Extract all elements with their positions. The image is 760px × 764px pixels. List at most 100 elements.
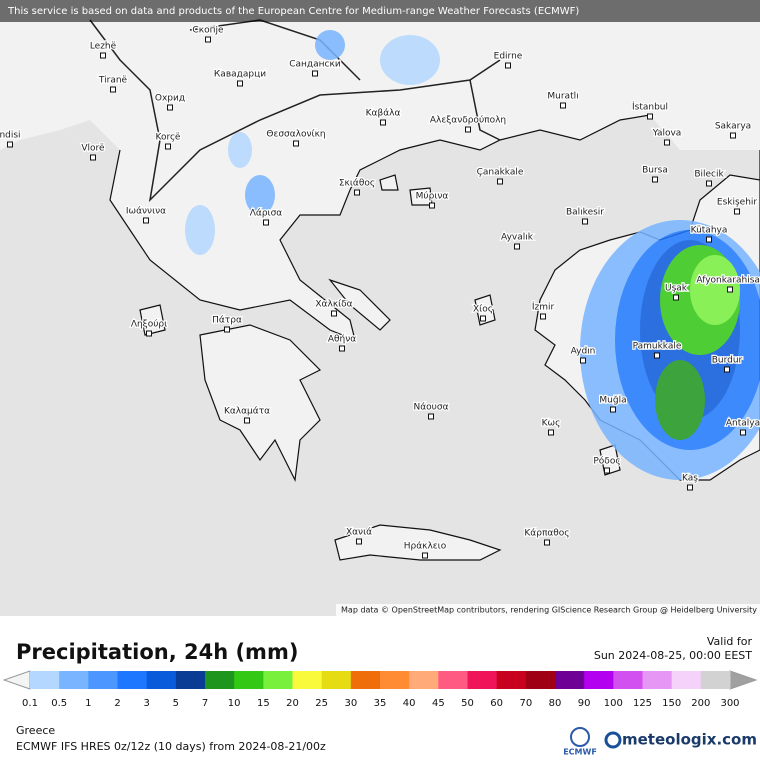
ecmwf-logo-icon (570, 727, 590, 747)
city-marker (331, 310, 337, 317)
city-marker (727, 286, 733, 293)
color-box (438, 671, 468, 689)
colorbar-label: 70 (519, 698, 532, 709)
city-label: Tiranë (98, 76, 128, 86)
color-box (59, 671, 89, 689)
city-marker (540, 313, 546, 320)
city-marker (652, 176, 658, 183)
city-marker (673, 294, 679, 301)
city-marker (263, 219, 269, 226)
city-label: Πάτρα (212, 316, 242, 326)
city-marker (730, 132, 736, 139)
color-box (117, 671, 148, 689)
attribution: Map data © OpenStreetMap contributors, r… (341, 606, 757, 615)
city-marker (165, 143, 171, 150)
colorbar-label: 10 (228, 698, 241, 709)
city-marker (664, 139, 670, 146)
city-marker (293, 140, 299, 147)
land (0, 0, 760, 561)
colorbar-label: 150 (662, 698, 681, 709)
color-box (409, 671, 439, 689)
borders (89, 19, 501, 203)
colorbar-label: 50 (461, 698, 474, 709)
city-marker (604, 467, 610, 474)
city-marker (740, 429, 746, 436)
city-label: Bursa (642, 166, 668, 176)
city-label: Καλαμάτα (224, 407, 270, 417)
color-box (88, 671, 118, 689)
color-box (671, 671, 702, 689)
color-box (30, 671, 60, 689)
region: Greece (16, 724, 55, 737)
color-box (146, 671, 177, 689)
valid-time: Sun 2024-08-25, 00:00 EEST (594, 649, 752, 662)
city-label: Νάουσα (413, 403, 448, 413)
city-label: Muğla (599, 396, 626, 406)
city-label: Sakarya (715, 122, 751, 132)
color-box (380, 671, 410, 689)
city-label: Yalova (652, 129, 682, 139)
city-label: Сандански (289, 60, 341, 70)
city-label: Θεσσαλονίκη (266, 130, 325, 140)
city-marker (339, 345, 345, 352)
city-marker (687, 484, 693, 491)
city-marker (580, 357, 586, 364)
city-label: Uşak (665, 284, 688, 294)
ecmwf-logo: ECMWF (563, 748, 597, 757)
city-label: Ηράκλειο (404, 542, 447, 552)
city-marker (354, 189, 360, 196)
city-marker (706, 180, 712, 187)
city-label: Kaş (682, 474, 698, 484)
city-label: Bilecik (694, 170, 724, 180)
colorbar-label: 1 (85, 698, 91, 709)
city-label: Çanakkale (477, 168, 524, 178)
city-label: Кавадарци (214, 70, 266, 80)
colorbar-label: 125 (633, 698, 652, 709)
city-label: Χίος (473, 305, 493, 315)
city-label: Κως (542, 419, 561, 429)
city-marker (465, 126, 471, 133)
colorbar-label: 0.1 (22, 698, 38, 709)
city-marker (422, 552, 428, 559)
city-label: Охрид (155, 94, 185, 104)
city-label: Κάρπαθος (524, 529, 569, 539)
color-box (292, 671, 323, 689)
city-marker (610, 406, 616, 413)
city-label: Muratlı (547, 92, 578, 102)
city-label: Balıkesir (566, 208, 604, 218)
city-marker (647, 113, 653, 120)
city-marker (654, 352, 660, 359)
colorbar-label: 35 (374, 698, 387, 709)
city-marker (428, 413, 434, 420)
city-marker (110, 86, 116, 93)
city-marker (167, 104, 173, 111)
city-label: Lezhë (90, 42, 117, 52)
colorbar-label: 80 (549, 698, 562, 709)
city-label: Edirne (494, 52, 523, 62)
colorbar-label: 90 (578, 698, 591, 709)
city-marker (706, 236, 712, 243)
color-box (350, 671, 381, 689)
colorbar-label: 0.5 (51, 698, 67, 709)
colorbar-label: 25 (315, 698, 328, 709)
colorbar-label: 60 (490, 698, 503, 709)
color-box (584, 671, 614, 689)
city-marker (724, 366, 730, 373)
legend-title: Precipitation, 24h (mm) (16, 640, 298, 664)
city-label: Kütahya (691, 226, 728, 236)
city-label: Скопје (192, 26, 224, 36)
city-label: İstanbul (632, 102, 668, 113)
city-labels: ndisi Lezhë Tiranë Охрид Скопје Кавадарци Санд… (0, 24, 760, 559)
city-marker (143, 217, 149, 224)
city-marker (146, 330, 152, 337)
city-marker (505, 62, 511, 69)
city-label: Ayvalık (501, 233, 534, 243)
color-box (205, 671, 235, 689)
colorbar-label: 3 (143, 698, 149, 709)
attribution-bg (336, 604, 760, 616)
colorbar-label: 200 (691, 698, 710, 709)
color-box (263, 671, 293, 689)
city-marker (480, 315, 486, 322)
notice: This service is based on data and produc… (7, 6, 579, 17)
